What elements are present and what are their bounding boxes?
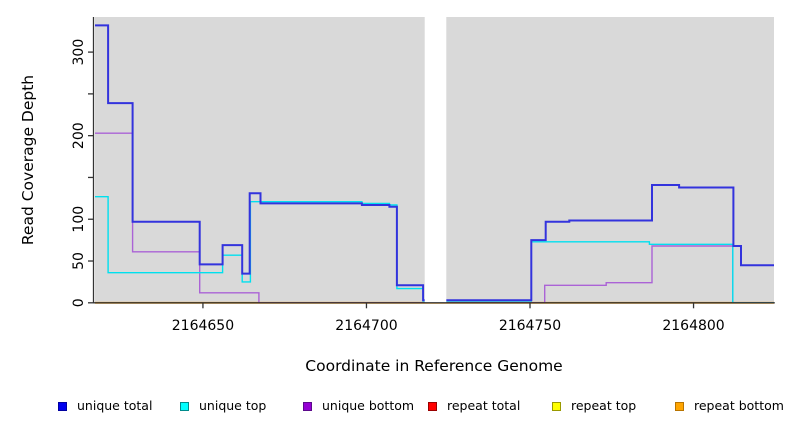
x-axis-title: Coordinate in Reference Genome <box>305 357 562 375</box>
legend-label: repeat total <box>447 398 521 413</box>
x-tick-label: 2164700 <box>335 318 397 334</box>
y-tick-label: 50 <box>71 252 87 270</box>
series-line-unique-total <box>95 24 774 302</box>
legend-label: unique top <box>199 398 267 413</box>
legend-swatch-icon <box>303 401 312 411</box>
y-tick-label: 0 <box>71 298 87 307</box>
legend-swatch-icon <box>428 401 437 411</box>
coverage-plot: 2164650 2164700 2164750 2164800 0 50 100 200 300… <box>19 16 775 375</box>
legend-label: repeat top <box>571 398 637 413</box>
legend-item-unique-top: unique top <box>180 398 266 414</box>
x-tick-label: 2164800 <box>662 318 724 334</box>
legend-swatch-icon <box>675 401 684 411</box>
axis-lines <box>92 17 775 304</box>
legend-swatch-icon <box>58 401 67 411</box>
legend-label: repeat bottom <box>694 398 784 413</box>
axis-ticks: 2164650 2164700 2164750 2164800 0 50 100 200 300 <box>71 39 725 334</box>
legend-swatch-icon <box>180 401 189 411</box>
legend-item-repeat-total: repeat total <box>428 398 520 414</box>
y-tick-label: 200 <box>71 122 87 149</box>
coverage-gap-band <box>424 16 447 303</box>
legend-swatch-icon <box>552 401 561 411</box>
legend-item-repeat-top: repeat top <box>552 398 636 414</box>
y-tick-label: 300 <box>71 39 87 66</box>
x-tick-label: 2164750 <box>499 318 561 334</box>
y-tick-label: 100 <box>71 206 87 233</box>
y-axis-title: Read Coverage Depth <box>19 75 37 245</box>
legend-label: unique total <box>77 398 153 413</box>
legend-item-unique-total: unique total <box>58 398 152 414</box>
legend-item-unique-bottom: unique bottom <box>303 398 414 414</box>
legend: unique total unique top unique bottom repea… <box>0 398 792 418</box>
x-tick-label: 2164650 <box>172 318 234 334</box>
series-line-unique-bottom <box>95 132 774 304</box>
legend-item-repeat-bottom: repeat bottom <box>675 398 784 414</box>
legend-label: unique bottom <box>322 398 415 413</box>
